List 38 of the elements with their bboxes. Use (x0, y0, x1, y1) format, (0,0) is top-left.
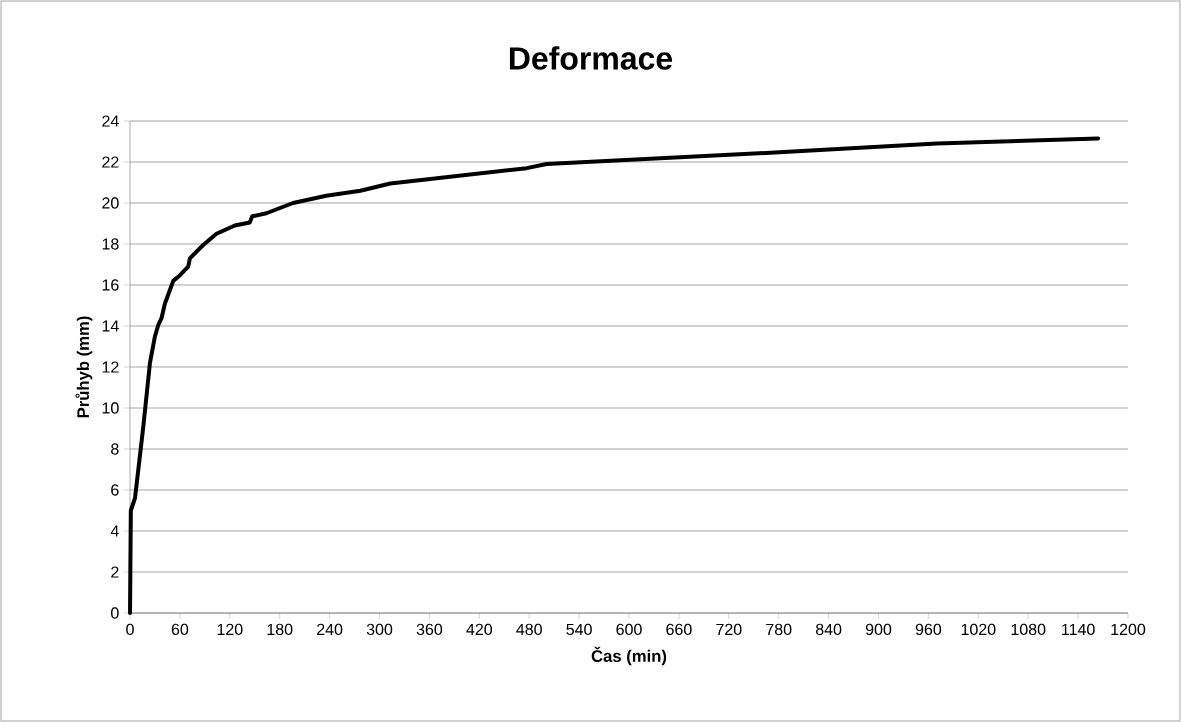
x-tick-label: 0 (126, 623, 134, 636)
x-axis-title: Čas (min) (591, 646, 667, 666)
y-tick-label: 8 (111, 443, 119, 455)
y-tick-label: 2 (111, 566, 119, 578)
x-tick-label: 60 (171, 623, 189, 636)
y-tick-label: 4 (110, 525, 119, 537)
x-tick-label: 240 (317, 623, 343, 636)
line-series (128, 136, 1101, 615)
y-tick-label: 24 (102, 115, 119, 127)
x-tick-label: 600 (616, 623, 642, 636)
y-tick-label: 18 (102, 238, 119, 250)
y-tick-label: 16 (102, 279, 119, 291)
x-tick-label: 120 (217, 623, 243, 636)
y-tick-label: 14 (102, 320, 119, 332)
x-tick-label: 720 (716, 623, 742, 636)
x-tick-label: 1020 (961, 623, 996, 636)
x-tick-label: 900 (865, 623, 892, 636)
x-tick-label: 540 (566, 623, 592, 636)
x-tick-label: 840 (815, 623, 842, 636)
y-axis-title: Průhyb (mm) (75, 316, 93, 418)
x-tick-label: 780 (766, 623, 792, 636)
x-tick-label: 960 (915, 623, 942, 636)
y-tick-label: 12 (102, 361, 119, 373)
x-tick-label: 1200 (1111, 623, 1146, 636)
chart-title: Deformace (509, 46, 673, 70)
y-tick-label: 10 (102, 402, 119, 414)
y-tick-label: 22 (102, 156, 119, 168)
x-tick-label: 420 (466, 623, 493, 636)
x-tick-label: 660 (666, 623, 692, 636)
x-tick-label: 1140 (1062, 623, 1095, 636)
x-tick-label: 180 (267, 623, 293, 636)
x-tick-label: 360 (416, 623, 443, 636)
x-tick-label: 300 (366, 623, 393, 636)
y-tick-label: 6 (111, 484, 119, 496)
x-tick-label: 480 (516, 623, 542, 636)
y-tick-label: 0 (111, 607, 119, 619)
x-tick-label: 1080 (1011, 623, 1046, 636)
y-tick-label: 20 (102, 197, 119, 209)
